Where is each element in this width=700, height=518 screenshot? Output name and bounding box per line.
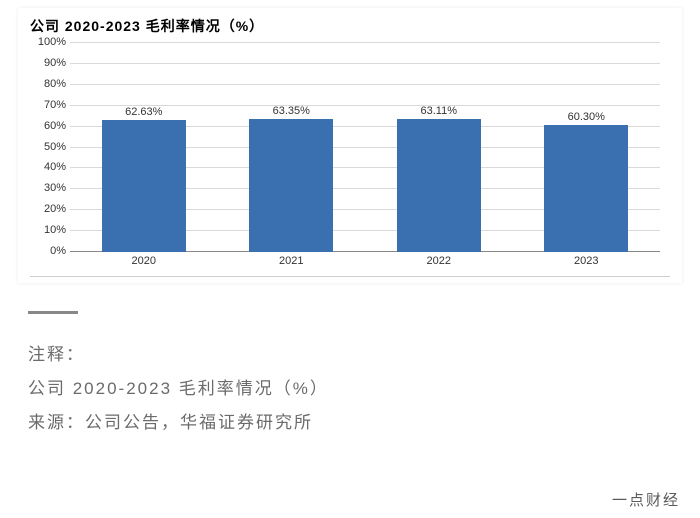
y-tick-label: 0% <box>30 245 66 257</box>
annotation-line-1: 公司 2020-2023 毛利率情况（%） <box>28 372 672 406</box>
bar-slot: 62.63% <box>79 42 209 252</box>
y-tick-label: 80% <box>30 78 66 90</box>
y-tick-label: 60% <box>30 120 66 132</box>
bar-value-label: 60.30% <box>568 111 605 123</box>
x-tick-label: 2022 <box>374 252 504 272</box>
x-tick-label: 2020 <box>79 252 209 272</box>
y-tick-label: 20% <box>30 203 66 215</box>
bar-slot: 63.11% <box>374 42 504 252</box>
x-tick-label: 2023 <box>521 252 651 272</box>
y-tick-label: 10% <box>30 224 66 236</box>
y-tick-label: 30% <box>30 182 66 194</box>
bars-container: 62.63% 63.35% 63.11% 60.30% <box>70 42 660 252</box>
bar <box>544 125 628 252</box>
y-tick-label: 100% <box>30 36 66 48</box>
bar-slot: 60.30% <box>521 42 651 252</box>
credit-text: 一点财经 <box>612 489 680 510</box>
y-tick-label: 40% <box>30 161 66 173</box>
bar <box>102 120 186 252</box>
chart-plot: 0%10%20%30%40%50%60%70%80%90%100% 62.63%… <box>70 42 660 272</box>
chart-divider <box>30 276 670 277</box>
annotation-heading: 注释： <box>28 338 672 372</box>
annotation-line-2: 来源：公司公告，华福证券研究所 <box>28 406 672 440</box>
bar <box>249 119 333 252</box>
x-axis: 2020 2021 2022 2023 <box>70 252 660 272</box>
bar-slot: 63.35% <box>226 42 356 252</box>
chart-card: 公司 2020-2023 毛利率情况（%） 0%10%20%30%40%50%6… <box>18 8 682 283</box>
y-tick-label: 50% <box>30 141 66 153</box>
bar <box>397 119 481 252</box>
bar-value-label: 63.11% <box>420 105 457 117</box>
x-tick-label: 2021 <box>226 252 356 272</box>
y-tick-label: 90% <box>30 57 66 69</box>
chart-title: 公司 2020-2023 毛利率情况（%） <box>30 16 670 36</box>
annotation-dash <box>28 311 78 314</box>
annotation-block: 注释： 公司 2020-2023 毛利率情况（%） 来源：公司公告，华福证券研究… <box>28 311 672 440</box>
bar-value-label: 63.35% <box>273 105 310 117</box>
y-tick-label: 70% <box>30 99 66 111</box>
bar-value-label: 62.63% <box>125 106 162 118</box>
